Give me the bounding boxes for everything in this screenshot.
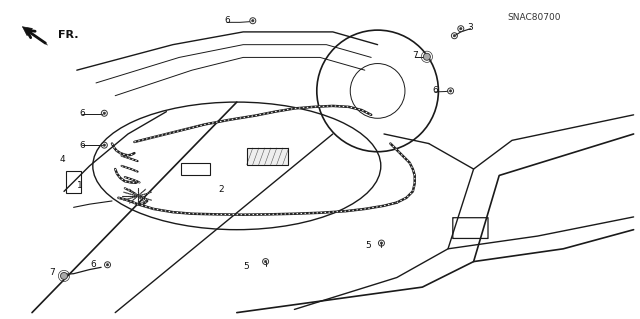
Text: 6: 6 bbox=[79, 109, 84, 118]
Text: 6: 6 bbox=[79, 141, 84, 150]
Circle shape bbox=[103, 112, 106, 115]
Circle shape bbox=[380, 242, 383, 244]
Circle shape bbox=[460, 27, 462, 30]
Text: 7: 7 bbox=[412, 51, 417, 60]
Circle shape bbox=[61, 272, 67, 279]
Circle shape bbox=[252, 19, 254, 22]
Text: 6: 6 bbox=[433, 86, 438, 95]
Text: 4: 4 bbox=[60, 155, 65, 164]
Text: 7: 7 bbox=[50, 268, 55, 277]
Circle shape bbox=[453, 34, 456, 37]
Text: 1: 1 bbox=[77, 181, 83, 189]
Text: 6: 6 bbox=[90, 260, 95, 269]
Text: SNAC80700: SNAC80700 bbox=[508, 13, 561, 22]
Bar bbox=[66, 171, 81, 193]
Circle shape bbox=[264, 260, 267, 263]
Text: 6: 6 bbox=[225, 16, 230, 25]
Bar bbox=[246, 148, 288, 165]
Circle shape bbox=[449, 90, 452, 92]
Text: 3: 3 bbox=[468, 23, 473, 32]
Text: 2: 2 bbox=[218, 185, 223, 194]
Circle shape bbox=[106, 263, 109, 266]
FancyBboxPatch shape bbox=[452, 218, 488, 239]
Circle shape bbox=[103, 144, 106, 146]
Circle shape bbox=[424, 53, 430, 60]
Text: 5: 5 bbox=[365, 241, 371, 250]
Bar bbox=[180, 163, 209, 175]
Text: FR.: FR. bbox=[58, 30, 78, 40]
Text: 5: 5 bbox=[244, 262, 249, 271]
